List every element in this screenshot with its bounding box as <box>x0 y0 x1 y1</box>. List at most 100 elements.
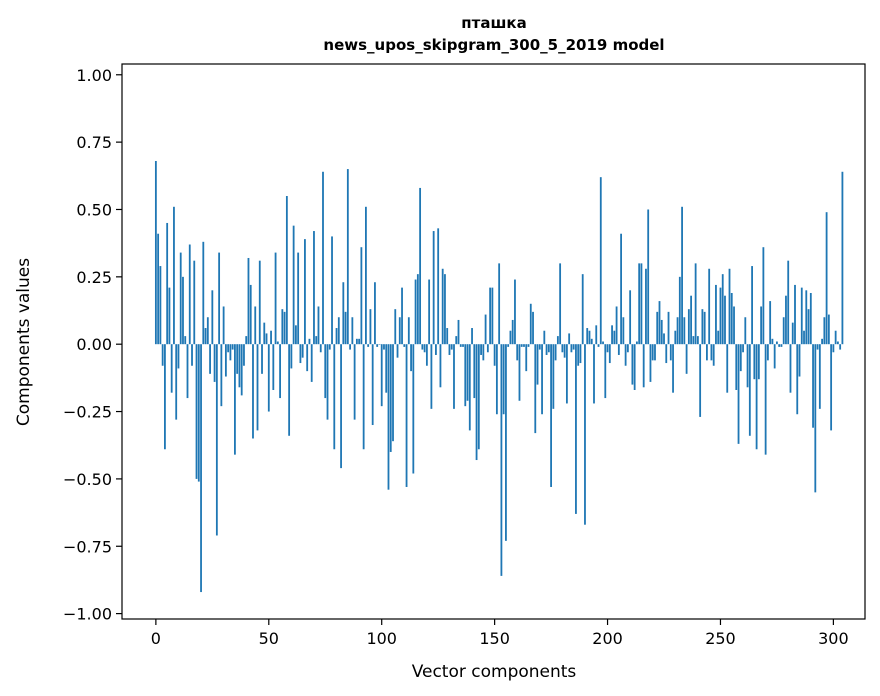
bar-218 <box>647 209 650 345</box>
y-tick-label-1: 0.75 <box>76 133 112 152</box>
bar-52 <box>272 344 275 390</box>
y-tick-label-8: −1.00 <box>63 605 112 624</box>
bar-109 <box>401 287 403 345</box>
bar-33 <box>229 344 232 361</box>
bar-278 <box>782 317 785 345</box>
bar-212 <box>633 344 636 390</box>
bar-219 <box>649 344 652 382</box>
bar-37 <box>238 344 241 388</box>
chart-subtitle: news_upos_skipgram_300_5_2019 model <box>323 36 664 54</box>
bar-162 <box>520 344 523 347</box>
x-tick-label-50: 50 <box>259 629 279 648</box>
bar-96 <box>371 344 374 426</box>
bar-235 <box>685 344 688 374</box>
bar-147 <box>486 344 489 353</box>
bar-225 <box>663 333 665 345</box>
bar-44 <box>254 306 257 345</box>
bar-230 <box>674 330 677 345</box>
bar-95 <box>369 309 372 345</box>
bar-17 <box>193 260 196 345</box>
bar-104 <box>389 344 392 452</box>
bar-39 <box>243 344 245 366</box>
bar-284 <box>796 344 799 415</box>
bar-256 <box>733 306 735 345</box>
bar-204 <box>615 306 618 345</box>
bar-240 <box>696 336 699 345</box>
bar-263 <box>748 344 751 436</box>
bar-217 <box>645 268 647 345</box>
bar-16 <box>191 344 193 366</box>
bar-123 <box>432 231 435 345</box>
bar-145 <box>482 344 485 361</box>
y-tick-label-5: −0.25 <box>63 403 112 422</box>
bar-148 <box>489 287 492 345</box>
bar-237 <box>690 295 693 345</box>
bar-226 <box>665 344 668 364</box>
bar-11 <box>179 252 182 345</box>
bar-185 <box>572 344 575 350</box>
bar-273 <box>771 338 774 345</box>
bar-285 <box>798 344 801 377</box>
bar-244 <box>706 344 708 361</box>
bar-267 <box>757 344 760 380</box>
bar-264 <box>751 266 753 345</box>
bar-62 <box>294 325 297 345</box>
bar-77 <box>328 344 331 350</box>
bar-282 <box>791 322 794 345</box>
bar-245 <box>708 268 711 345</box>
bar-14 <box>186 344 189 399</box>
bar-248 <box>715 284 717 345</box>
bar-121 <box>428 279 431 345</box>
bar-293 <box>816 344 819 350</box>
bar-97 <box>374 282 376 345</box>
bar-275 <box>776 341 778 345</box>
bar-53 <box>274 252 277 345</box>
bar-12 <box>182 276 184 345</box>
x-tick-label-300: 300 <box>818 629 849 648</box>
bar-137 <box>464 344 467 407</box>
bar-126 <box>439 344 442 388</box>
x-tick-label-0: 0 <box>151 629 161 648</box>
bar-74 <box>322 171 324 345</box>
bar-152 <box>498 263 501 345</box>
bar-191 <box>586 328 589 345</box>
bar-76 <box>326 344 329 420</box>
bar-290 <box>809 293 812 345</box>
bar-13 <box>184 336 187 345</box>
bar-291 <box>812 344 814 428</box>
bar-66 <box>304 239 306 345</box>
bar-86 <box>349 344 351 350</box>
bar-168 <box>534 344 537 434</box>
bar-249 <box>717 330 720 345</box>
bar-196 <box>597 344 600 347</box>
bar-157 <box>509 330 512 345</box>
bar-122 <box>430 344 433 409</box>
bar-135 <box>459 344 462 347</box>
x-tick-label-150: 150 <box>479 629 510 648</box>
bar-68 <box>308 338 311 345</box>
bar-223 <box>658 301 661 345</box>
bar-228 <box>669 344 672 361</box>
bar-253 <box>726 344 729 393</box>
bar-100 <box>380 344 383 407</box>
bar-5 <box>166 222 169 345</box>
bar-153 <box>500 344 503 576</box>
bar-115 <box>414 279 417 345</box>
bar-30 <box>222 306 225 345</box>
bar-250 <box>719 287 722 345</box>
bar-32 <box>227 344 230 353</box>
bar-114 <box>412 344 415 474</box>
bar-91 <box>360 247 363 345</box>
bar-70 <box>313 231 315 345</box>
bar-302 <box>837 341 839 345</box>
bar-83 <box>342 282 345 345</box>
bar-259 <box>739 344 742 372</box>
bar-130 <box>448 344 451 355</box>
bar-38 <box>240 344 243 396</box>
bar-286 <box>800 287 803 345</box>
bar-206 <box>620 233 622 345</box>
bar-9 <box>175 344 178 420</box>
bar-283 <box>794 284 796 345</box>
bar-298 <box>827 314 830 345</box>
bar-56 <box>281 309 284 345</box>
